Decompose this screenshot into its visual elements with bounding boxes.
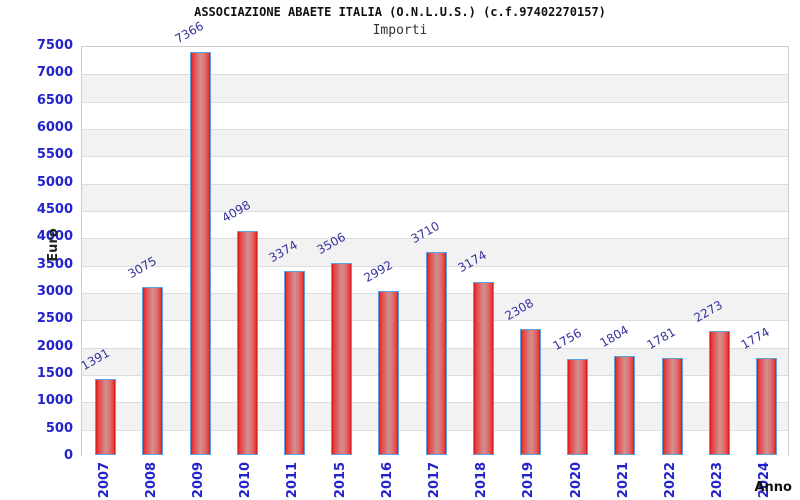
bar-2007 xyxy=(95,378,117,455)
x-tick-label: 2009 xyxy=(191,461,206,499)
y-axis-title: Euro xyxy=(46,228,61,262)
y-tick-label: 7500 xyxy=(36,38,73,53)
plot-band xyxy=(82,156,788,184)
bar-2022 xyxy=(661,357,683,455)
plot-band xyxy=(82,47,788,75)
bar-2021 xyxy=(614,356,636,455)
bar-2018 xyxy=(472,281,494,455)
bar-2009 xyxy=(189,52,211,455)
bar-2020 xyxy=(567,359,589,455)
y-tick-label: 3500 xyxy=(36,256,73,272)
bar-2024 xyxy=(755,358,777,455)
bar-2008 xyxy=(142,286,164,455)
x-tick-label: 2018 xyxy=(474,461,490,499)
plot-band xyxy=(82,129,788,157)
y-tick-label: 7000 xyxy=(36,65,73,81)
x-tick-label: 2008 xyxy=(143,461,159,499)
y-tick-label: 6000 xyxy=(36,120,73,135)
y-tick-label: 6500 xyxy=(36,92,73,108)
x-tick-label: 2020 xyxy=(568,461,584,499)
x-tick-label: 2007 xyxy=(96,461,112,499)
x-axis-title: Anno xyxy=(754,480,792,495)
bar-2017 xyxy=(425,252,447,455)
bar-2015 xyxy=(331,263,353,455)
y-tick-label: 1000 xyxy=(36,393,73,409)
y-tick-label: 2500 xyxy=(36,311,73,327)
chart-title: ASSOCIAZIONE ABAETE ITALIA (O.N.L.U.S.) … xyxy=(194,5,606,19)
x-tick-label: 2021 xyxy=(615,461,631,499)
y-tick-label: 5000 xyxy=(36,174,73,190)
y-tick-label: 2000 xyxy=(36,338,73,354)
bar-2019 xyxy=(519,328,541,455)
x-tick-label: 2022 xyxy=(663,461,678,499)
x-tick-label: 2010 xyxy=(238,461,254,499)
bar-2016 xyxy=(378,291,400,455)
chart-subtitle: Importi xyxy=(372,23,428,38)
plot-area xyxy=(81,46,789,457)
y-tick-label: 1500 xyxy=(36,366,73,381)
x-tick-label: 2011 xyxy=(285,461,301,499)
x-tick-label: 2019 xyxy=(521,461,537,499)
x-tick-label: 2017 xyxy=(427,461,442,499)
x-tick-label: 2023 xyxy=(710,461,726,499)
y-tick-label: 0 xyxy=(63,448,73,463)
plot-band xyxy=(82,74,788,102)
x-tick-label: 2016 xyxy=(379,461,395,499)
bar-2011 xyxy=(283,270,305,455)
y-tick-label: 4500 xyxy=(36,202,73,217)
bar-2010 xyxy=(236,230,258,455)
plot-band xyxy=(82,101,788,129)
y-tick-label: 5500 xyxy=(36,147,73,163)
y-tick-label: 4000 xyxy=(36,229,73,245)
x-tick-label: 2015 xyxy=(332,461,348,499)
plot-band xyxy=(82,183,788,211)
y-tick-label: 500 xyxy=(45,420,73,436)
bar-2023 xyxy=(708,330,730,455)
y-tick-label: 3000 xyxy=(36,284,73,299)
